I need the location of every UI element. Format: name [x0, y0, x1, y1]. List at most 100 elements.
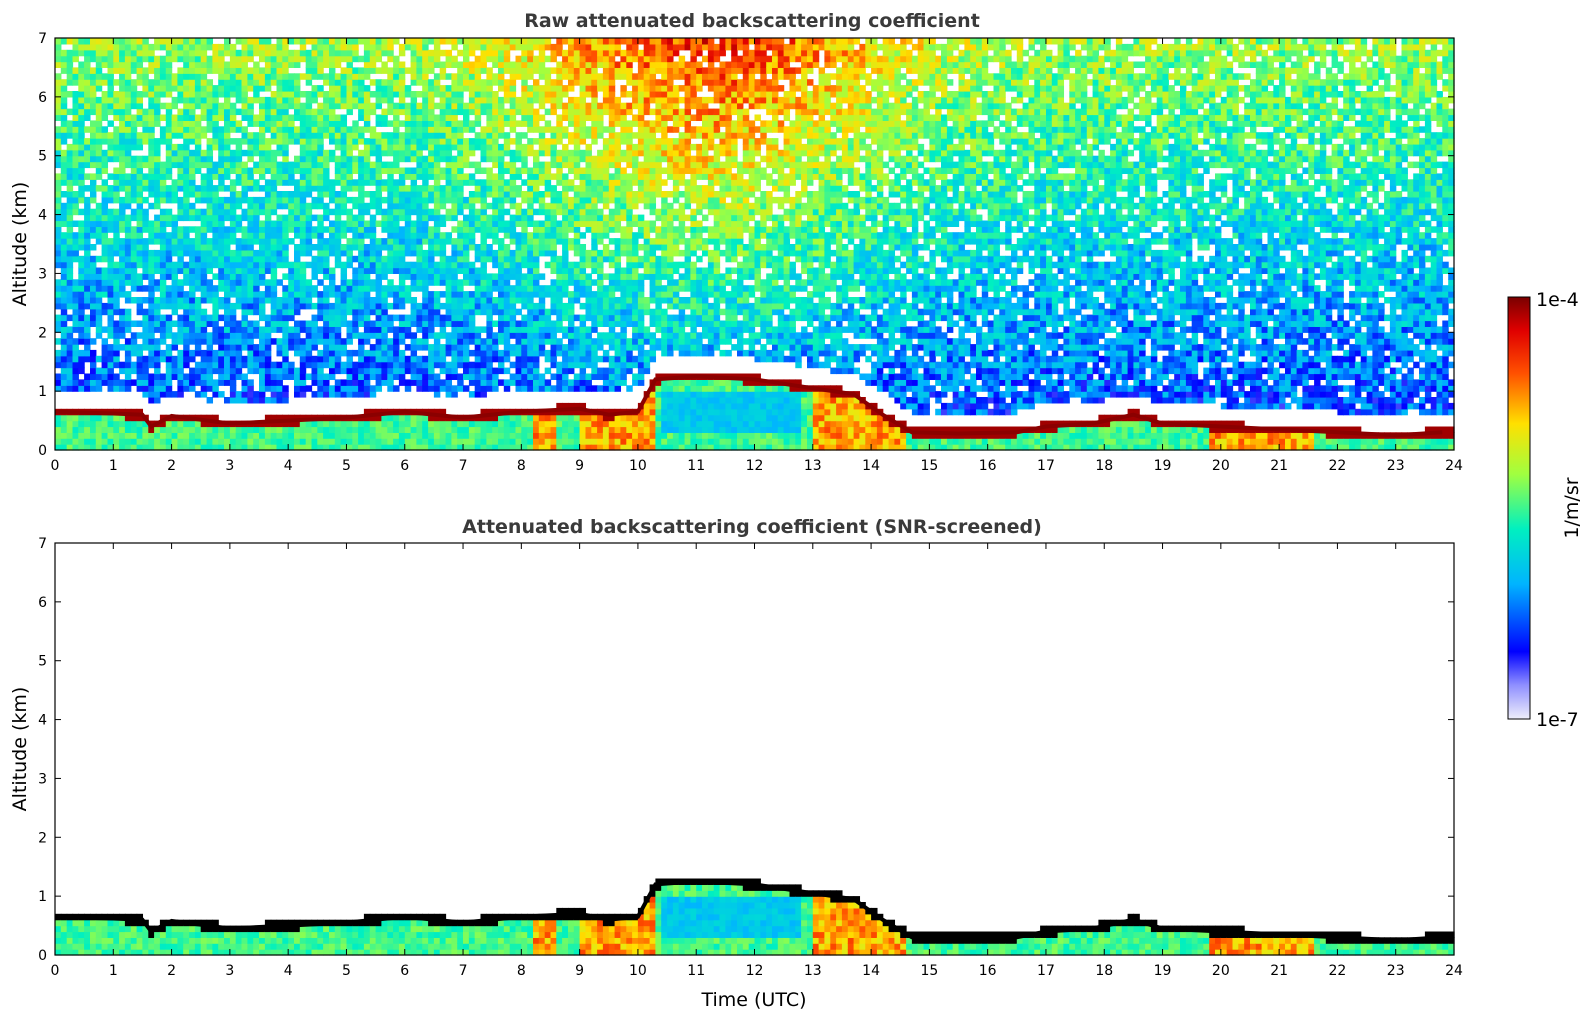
heatmap-cell	[218, 238, 225, 245]
heatmap-cell	[533, 149, 540, 157]
heatmap-cell	[294, 179, 301, 186]
heatmap-cell	[463, 273, 470, 280]
heatmap-cell	[358, 320, 365, 327]
heatmap-cell	[107, 367, 114, 375]
heatmap-cell	[270, 155, 278, 163]
heatmap-cell	[527, 249, 534, 257]
heatmap-cell	[550, 444, 557, 451]
heatmap-cell	[264, 114, 272, 121]
heatmap-cell	[78, 232, 85, 239]
heatmap-cell	[428, 349, 435, 357]
heatmap-cell	[544, 420, 552, 428]
heatmap-cell	[439, 196, 447, 204]
heatmap-cell	[381, 179, 388, 186]
heatmap-cell	[538, 349, 546, 357]
heatmap-cell	[457, 132, 464, 139]
heatmap-cell	[264, 214, 272, 222]
heatmap-cell	[142, 314, 149, 322]
heatmap-cell	[515, 273, 522, 280]
heatmap-cell	[113, 138, 120, 145]
heatmap-cell	[189, 85, 196, 92]
heatmap-cell	[55, 249, 62, 257]
heatmap-cell	[130, 367, 138, 375]
heatmap-cell	[171, 302, 179, 310]
heatmap-cell	[457, 244, 464, 251]
heatmap-cell	[533, 438, 540, 445]
heatmap-cell	[393, 167, 400, 174]
heatmap-cell	[340, 167, 348, 174]
heatmap-cell	[329, 73, 336, 80]
heatmap-cell	[60, 85, 68, 92]
heatmap-cell	[299, 355, 307, 363]
heatmap-cell	[457, 226, 464, 233]
heatmap-cell	[352, 373, 359, 380]
heatmap-cell	[334, 132, 342, 139]
heatmap-cell	[124, 438, 132, 445]
heatmap-cell	[189, 185, 196, 192]
heatmap-cell	[183, 132, 190, 139]
heatmap-cell	[148, 226, 155, 233]
heatmap-cell	[393, 426, 400, 433]
heatmap-cell	[206, 332, 214, 339]
heatmap-cell	[457, 220, 464, 227]
heatmap-cell	[498, 120, 505, 127]
heatmap-cell	[533, 67, 540, 74]
heatmap-cell	[468, 120, 476, 127]
heatmap-cell	[329, 226, 336, 233]
heatmap-cell	[282, 43, 289, 51]
raw-backscatter-panel: Raw attenuated backscattering coefficien…	[9, 10, 1463, 474]
heatmap-cell	[503, 349, 511, 357]
heatmap-cell	[439, 279, 447, 286]
heatmap-cell	[521, 232, 528, 239]
heatmap-cell	[363, 438, 371, 445]
heatmap-cell	[294, 126, 301, 133]
heatmap-cell	[538, 232, 546, 239]
heatmap-cell	[521, 302, 528, 310]
heatmap-cell	[101, 414, 109, 422]
heatmap-cell	[194, 338, 202, 345]
heatmap-cell	[200, 49, 208, 57]
heatmap-cell	[340, 432, 348, 439]
heatmap-cell	[486, 38, 493, 45]
heatmap-cell	[509, 332, 517, 339]
heatmap-cell	[235, 320, 243, 327]
heatmap-cell	[451, 326, 458, 333]
heatmap-cell	[264, 249, 272, 257]
heatmap-cell	[474, 373, 482, 380]
heatmap-cell	[457, 85, 464, 92]
heatmap-cell	[78, 255, 85, 263]
heatmap-cell	[433, 226, 441, 233]
heatmap-cell	[428, 320, 435, 327]
heatmap-cell	[282, 367, 289, 375]
heatmap-cell	[323, 79, 330, 86]
heatmap-cell	[463, 302, 470, 310]
heatmap-cell	[311, 161, 318, 169]
heatmap-cell	[264, 297, 272, 304]
heatmap-cell	[95, 320, 103, 327]
heatmap-cell	[90, 420, 97, 428]
heatmap-cell	[136, 55, 144, 63]
heatmap-cell	[340, 426, 348, 433]
heatmap-cell	[375, 143, 383, 151]
heatmap-cell	[433, 320, 441, 327]
heatmap-cell	[136, 114, 144, 121]
heatmap-cell	[107, 143, 114, 151]
heatmap-cell	[130, 297, 138, 304]
heatmap-cell	[154, 391, 161, 398]
heatmap-cell	[270, 173, 278, 180]
heatmap-cell	[515, 349, 522, 357]
heatmap-cell	[264, 355, 272, 363]
heatmap-cell	[329, 96, 336, 104]
heatmap-cell	[154, 55, 161, 63]
heatmap-cell	[72, 43, 79, 51]
heatmap-cell	[136, 308, 144, 316]
heatmap-cell	[288, 238, 295, 245]
heatmap-cell	[183, 320, 190, 327]
heatmap-cell	[358, 202, 365, 210]
heatmap-cell	[84, 155, 91, 163]
heatmap-cell	[78, 308, 85, 316]
heatmap-cell	[247, 438, 254, 445]
heatmap-cell	[165, 79, 173, 86]
heatmap-cell	[235, 126, 243, 133]
heatmap-cell	[165, 49, 173, 57]
